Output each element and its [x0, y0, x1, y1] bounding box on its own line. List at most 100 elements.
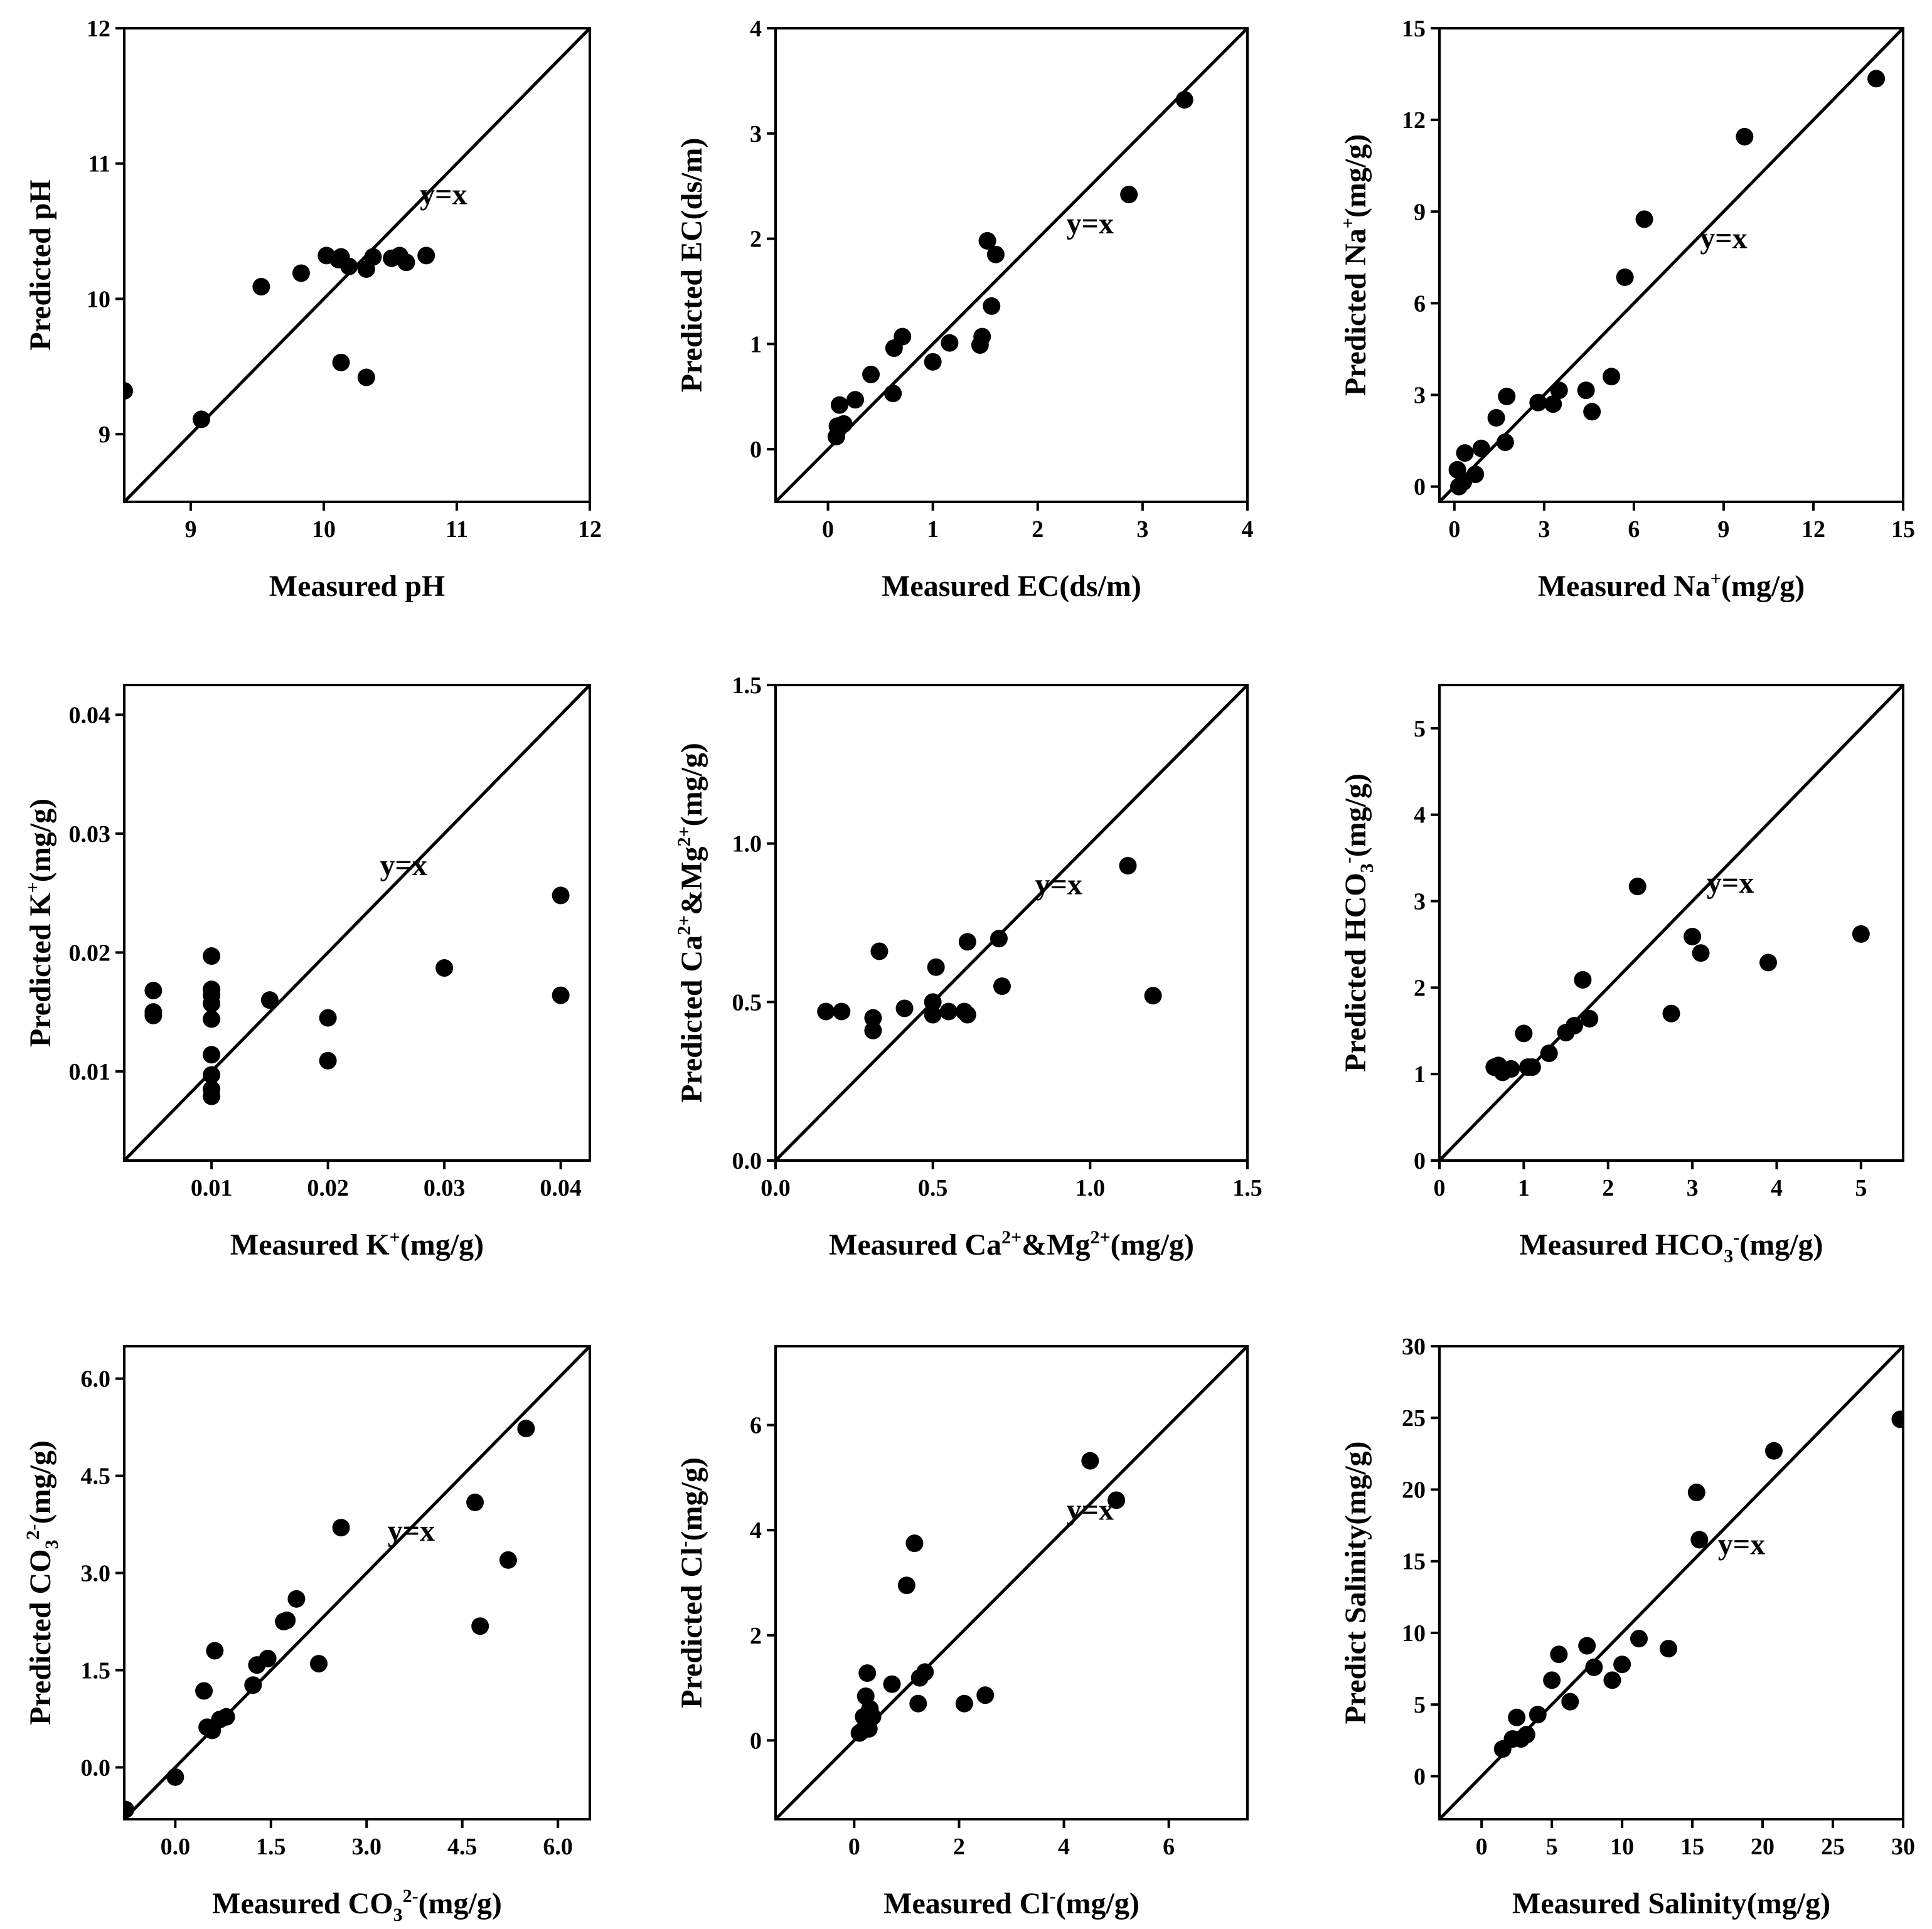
data-point [1540, 1044, 1558, 1063]
data-point [941, 334, 959, 352]
y-tick-label: 0 [1414, 474, 1426, 501]
scatter-panel-1: 9 10 11 12 9 10 11 12 y=x Measured pH Predicted pH [24, 16, 602, 603]
x-tick-label: 0.5 [918, 1175, 948, 1201]
y-tick-label: 0.5 [732, 989, 762, 1016]
data-point [203, 1046, 221, 1064]
y-tick-label: 1.5 [81, 1657, 111, 1684]
x-tick-label: 1.5 [1232, 1175, 1262, 1201]
x-tick-label: 20 [1751, 1834, 1775, 1860]
x-tick-label: 0.01 [191, 1175, 233, 1201]
data-point [924, 993, 942, 1011]
identity-annotation: y=x [1700, 222, 1747, 255]
data-point [1585, 1658, 1603, 1676]
data-point [166, 1768, 184, 1786]
identity-line [124, 685, 590, 1161]
data-point [990, 930, 1008, 948]
x-tick-label: 2 [1032, 516, 1043, 543]
data-point [332, 353, 350, 371]
x-tick-label: 15 [1680, 1834, 1704, 1860]
data-point [1472, 439, 1490, 457]
y-axis-label: Predicted Ca2+&Mg2+(mg/g) [674, 743, 708, 1103]
data-point [905, 1534, 924, 1553]
x-tick-label: 4 [1771, 1175, 1783, 1201]
y-tick-label: 10 [87, 286, 110, 312]
y-tick-label: 5 [1414, 716, 1426, 742]
y-tick-label: 5 [1414, 1692, 1426, 1718]
identity-line [776, 685, 1247, 1161]
y-tick-label: 0.0 [81, 1755, 111, 1781]
y-tick-label: 6 [750, 1413, 762, 1439]
scatter-panel-6: 0 1 2 3 4 5 0 1 2 3 4 5 y=x Measured HCO3-(mg/g) Predi… [1338, 684, 1904, 1267]
data-point [552, 986, 570, 1004]
data-point [260, 991, 279, 1009]
x-tick-label: 0 [822, 516, 834, 543]
data-point [1550, 381, 1568, 400]
y-tick-label: 0.01 [69, 1059, 111, 1085]
data-point [883, 1675, 901, 1693]
data-point [1764, 1442, 1783, 1460]
y-tick-label: 20 [1402, 1477, 1426, 1503]
y-tick-label: 3 [1414, 383, 1426, 409]
y-tick-label: 4 [1414, 802, 1426, 829]
x-tick-label: 3.0 [351, 1834, 382, 1860]
data-point [1498, 387, 1516, 405]
x-tick-label: 1 [1518, 1175, 1530, 1201]
y-tick-label: 0 [1414, 1763, 1426, 1790]
data-point [978, 231, 996, 250]
x-tick-label: 0 [848, 1834, 860, 1860]
data-point [244, 1676, 262, 1694]
y-axis-label: Predict Salinity(mg/g) [1339, 1441, 1372, 1724]
data-point [864, 1021, 882, 1039]
y-axis-label: Predicted HCO3-(mg/g) [1338, 773, 1377, 1072]
y-tick-label: 12 [1402, 107, 1426, 134]
plot-frame [774, 1345, 1249, 1820]
y-tick-label: 6.0 [81, 1366, 111, 1393]
data-point [124, 382, 133, 400]
x-axis-label: Measured HCO3-(mg/g) [1519, 1227, 1823, 1267]
data-point [340, 257, 358, 275]
plot-frame [123, 684, 591, 1162]
identity-annotation: y=x [1035, 868, 1082, 901]
x-axis-label: Measured Na+(mg/g) [1538, 568, 1805, 603]
data-point [993, 977, 1011, 996]
x-tick-label: 6 [1628, 516, 1640, 543]
scatter-panel-7: 0.0 1.5 3.0 4.5 6.0 0.0 1.5 3.0 4.5 6.0 y=x Measure… [23, 1345, 591, 1925]
x-tick-label: 0 [1448, 516, 1460, 543]
data-point [552, 886, 570, 905]
identity-line [776, 28, 1247, 502]
x-tick-label: 0.0 [161, 1834, 191, 1860]
y-tick-label: 4 [750, 1517, 762, 1544]
x-tick-label: 0 [1434, 1175, 1446, 1201]
data-point [864, 1009, 882, 1027]
x-tick-label: 0.02 [307, 1175, 349, 1201]
data-point [1603, 368, 1621, 386]
data-point [1690, 1531, 1709, 1549]
data-point [1508, 1708, 1526, 1726]
data-point [1144, 987, 1162, 1005]
data-point [144, 982, 163, 1000]
x-tick-label: 3 [1136, 516, 1148, 543]
data-point [986, 245, 1005, 263]
y-tick-label: 0.03 [69, 821, 111, 848]
data-point [287, 1590, 306, 1608]
data-point [833, 1002, 851, 1021]
data-point [1630, 1630, 1648, 1648]
y-tick-label: 25 [1402, 1405, 1426, 1432]
x-tick-label: 4.5 [447, 1834, 478, 1860]
y-tick-label: 6 [1414, 290, 1426, 317]
data-point [124, 1800, 135, 1819]
data-point [1561, 1693, 1579, 1711]
y-tick-label: 1.5 [732, 672, 762, 699]
x-tick-label: 3 [1538, 516, 1550, 543]
plot-frame [123, 27, 591, 503]
identity-line [1439, 685, 1903, 1161]
data-point [499, 1551, 517, 1569]
data-point [332, 1519, 350, 1537]
data-point [1466, 465, 1485, 484]
data-point [1577, 381, 1595, 400]
y-tick-label: 2 [750, 1623, 762, 1649]
x-tick-label: 1.0 [1075, 1175, 1106, 1201]
data-point [310, 1655, 328, 1673]
data-point [863, 1708, 882, 1726]
scatter-panel-8: 0 2 4 6 0 2 4 6 y=x Measured Cl-(mg/g) Predicted C… [674, 1345, 1249, 1920]
